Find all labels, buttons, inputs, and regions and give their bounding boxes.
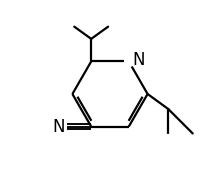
Text: N: N — [133, 51, 145, 69]
Text: N: N — [53, 118, 65, 136]
